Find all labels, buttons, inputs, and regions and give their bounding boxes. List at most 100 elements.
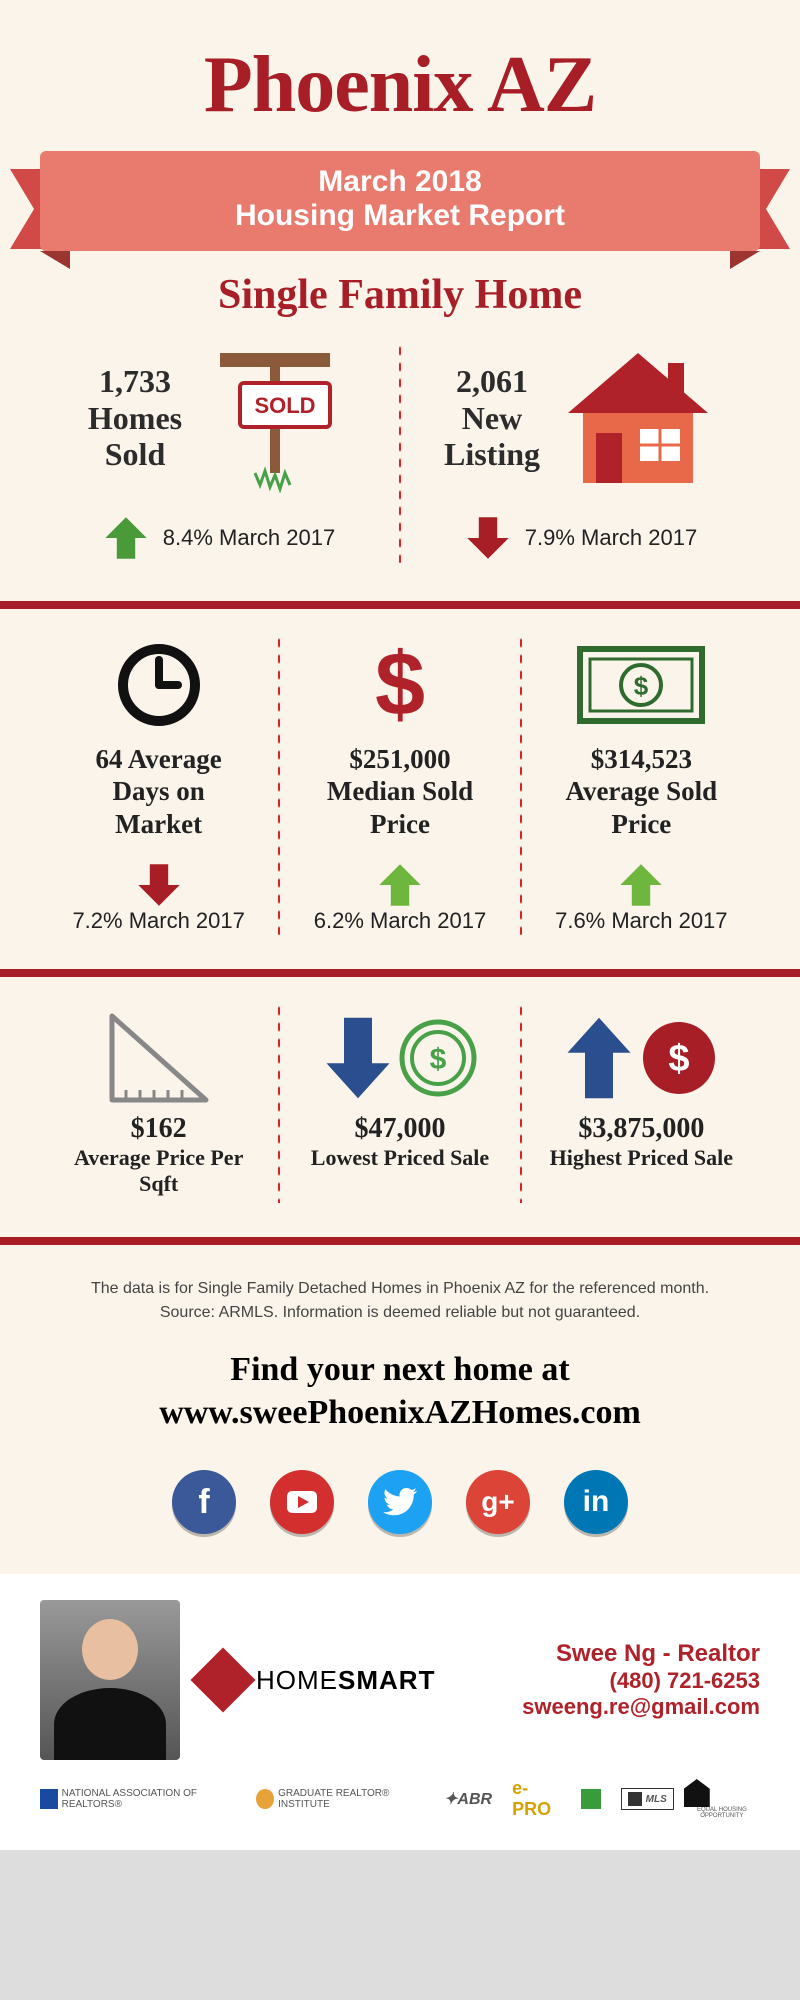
stat-l2: Listing	[444, 436, 540, 473]
arrow-down-icon	[465, 515, 511, 561]
divider	[0, 969, 800, 977]
arrow-up-icon	[618, 862, 664, 908]
homesmart-mark-icon	[190, 1647, 255, 1712]
facebook-icon[interactable]: f	[172, 1470, 236, 1534]
delta-row: 8.4% March 2017	[60, 515, 378, 561]
eho-label: EQUAL HOUSING OPPORTUNITY	[684, 1807, 760, 1819]
contact-block: Swee Ng - Realtor (480) 721-6253 sweeng.…	[522, 1640, 760, 1720]
sold-sign-icon: SOLD	[200, 343, 350, 493]
divider	[0, 601, 800, 609]
metric-label: Highest Priced Sale	[550, 1145, 733, 1171]
contact-email: sweeng.re@gmail.com	[522, 1694, 760, 1720]
stat-average-price: $ $314,523 Average Sold Price 7.6% March…	[523, 635, 760, 935]
homesmart-name: HOMESMART	[256, 1665, 435, 1696]
arrow-down-icon	[136, 862, 182, 908]
cta-l1: Find your next home at	[0, 1349, 800, 1392]
delta-label: 6.2% March 2017	[314, 908, 486, 934]
metric-value: $162	[131, 1113, 187, 1145]
mls-eho: MLS EQUAL HOUSING OPPORTUNITY	[621, 1779, 760, 1819]
stats-row-bottom: $162 Average Price Per Sqft $ $47,000 Lo…	[0, 1003, 800, 1229]
cta-l2: www.sweePhoenixAZHomes.com	[0, 1392, 800, 1435]
homesmart-logo: HOMESMART	[200, 1657, 435, 1703]
metric-label: Average Price Per Sqft	[54, 1145, 263, 1197]
subtitle: Single Family Home	[0, 271, 800, 319]
up-coin-icon: $	[564, 1003, 718, 1113]
contact-phone: (480) 721-6253	[522, 1668, 760, 1694]
delta-row	[618, 862, 664, 908]
svg-text:SOLD: SOLD	[255, 393, 316, 418]
diversity-badge	[581, 1789, 601, 1809]
disclaimer-l1: The data is for Single Family Detached H…	[50, 1277, 750, 1301]
ribbon-center: March 2018 Housing Market Report	[40, 151, 760, 251]
cta: Find your next home at www.sweePhoenixAZ…	[0, 1349, 800, 1434]
delta-label: 8.4% March 2017	[163, 525, 335, 551]
metric-value: $3,875,000	[578, 1113, 704, 1145]
stat-days-on-market: 64 Average Days on Market 7.2% March 201…	[40, 635, 277, 935]
clock-icon	[116, 635, 202, 735]
stat-text: 1,733 Homes Sold	[88, 363, 182, 473]
stats-row-top: 1,733 Homes Sold SOLD 8.4% March 2017	[0, 343, 800, 593]
ribbon-banner: March 2018 Housing Market Report	[40, 151, 760, 251]
down-coin-icon: $	[323, 1003, 477, 1113]
ruler-icon	[104, 1003, 214, 1113]
metric-label: Lowest Priced Sale	[311, 1145, 489, 1171]
footer-badges: NATIONAL ASSOCIATION OF REALTORS® GRADUA…	[40, 1778, 760, 1820]
metric: $251,000 Median Sold Price	[327, 743, 473, 840]
youtube-icon[interactable]	[270, 1470, 334, 1534]
abr-badge: ✦ABR	[444, 1789, 492, 1809]
delta-label: 7.2% March 2017	[72, 908, 244, 934]
disclaimer-l2: Source: ARMLS. Information is deemed rel…	[50, 1301, 750, 1325]
stat-text: 2,061 New Listing	[444, 363, 540, 473]
stat-price-per-sqft: $162 Average Price Per Sqft	[40, 1003, 277, 1203]
stats-row-mid: 64 Average Days on Market 7.2% March 201…	[0, 635, 800, 961]
realtor-photo	[40, 1600, 180, 1760]
eho-icon	[684, 1779, 710, 1807]
header: Phoenix AZ	[0, 0, 800, 141]
nar-badge: NATIONAL ASSOCIATION OF REALTORS®	[40, 1788, 236, 1810]
svg-text:$: $	[634, 671, 649, 701]
metric-value: $47,000	[354, 1113, 445, 1145]
house-icon	[558, 343, 718, 493]
twitter-icon[interactable]	[368, 1470, 432, 1534]
stat-l2: Sold	[88, 436, 182, 473]
delta-row: 7.9% March 2017	[422, 515, 740, 561]
delta-label: 7.9% March 2017	[525, 525, 697, 551]
arrow-up-icon	[377, 862, 423, 908]
social-icons: f g+ in	[0, 1470, 800, 1534]
ribbon-line2: Housing Market Report	[40, 199, 760, 233]
delta-label: 7.6% March 2017	[555, 908, 727, 934]
stat-lowest-sale: $ $47,000 Lowest Priced Sale	[281, 1003, 518, 1203]
stat-new-listing: 2,061 New Listing 7.9% March 2017	[402, 343, 760, 563]
arrow-up-icon	[103, 515, 149, 561]
linkedin-icon[interactable]: in	[564, 1470, 628, 1534]
stat-value: 2,061	[444, 363, 540, 400]
epro-badge: e-PRO	[512, 1778, 561, 1820]
stat-median-price: $ $251,000 Median Sold Price 6.2% March …	[281, 635, 518, 935]
mls-badge: MLS	[621, 1788, 674, 1810]
divider	[0, 1237, 800, 1245]
contact-name: Swee Ng - Realtor	[522, 1640, 760, 1668]
metric: 64 Average Days on Market	[96, 743, 222, 840]
metric: $314,523 Average Sold Price	[565, 743, 717, 840]
infographic-page: Phoenix AZ March 2018 Housing Market Rep…	[0, 0, 800, 1850]
gri-badge: GRADUATE REALTOR® INSTITUTE	[256, 1788, 424, 1810]
ribbon-fold-left	[40, 251, 70, 269]
stat-homes-sold: 1,733 Homes Sold SOLD 8.4% March 2017	[40, 343, 398, 563]
footer: HOMESMART Swee Ng - Realtor (480) 721-62…	[0, 1574, 800, 1850]
svg-text:$: $	[669, 1038, 690, 1080]
footer-top: HOMESMART Swee Ng - Realtor (480) 721-62…	[40, 1600, 760, 1760]
googleplus-icon[interactable]: g+	[466, 1470, 530, 1534]
ribbon-line1: March 2018	[40, 165, 760, 199]
cash-icon: $	[576, 635, 706, 735]
ribbon-fold-right	[730, 251, 760, 269]
dollar-icon: $	[375, 635, 425, 735]
delta-row	[377, 862, 423, 908]
stat-highest-sale: $ $3,875,000 Highest Priced Sale	[523, 1003, 760, 1203]
stat-l1: Homes	[88, 400, 182, 437]
main-title: Phoenix AZ	[20, 40, 780, 131]
stat-l1: New	[444, 400, 540, 437]
stat-value: 1,733	[88, 363, 182, 400]
delta-row	[136, 862, 182, 908]
svg-text:$: $	[430, 1043, 447, 1076]
disclaimer: The data is for Single Family Detached H…	[0, 1271, 800, 1349]
